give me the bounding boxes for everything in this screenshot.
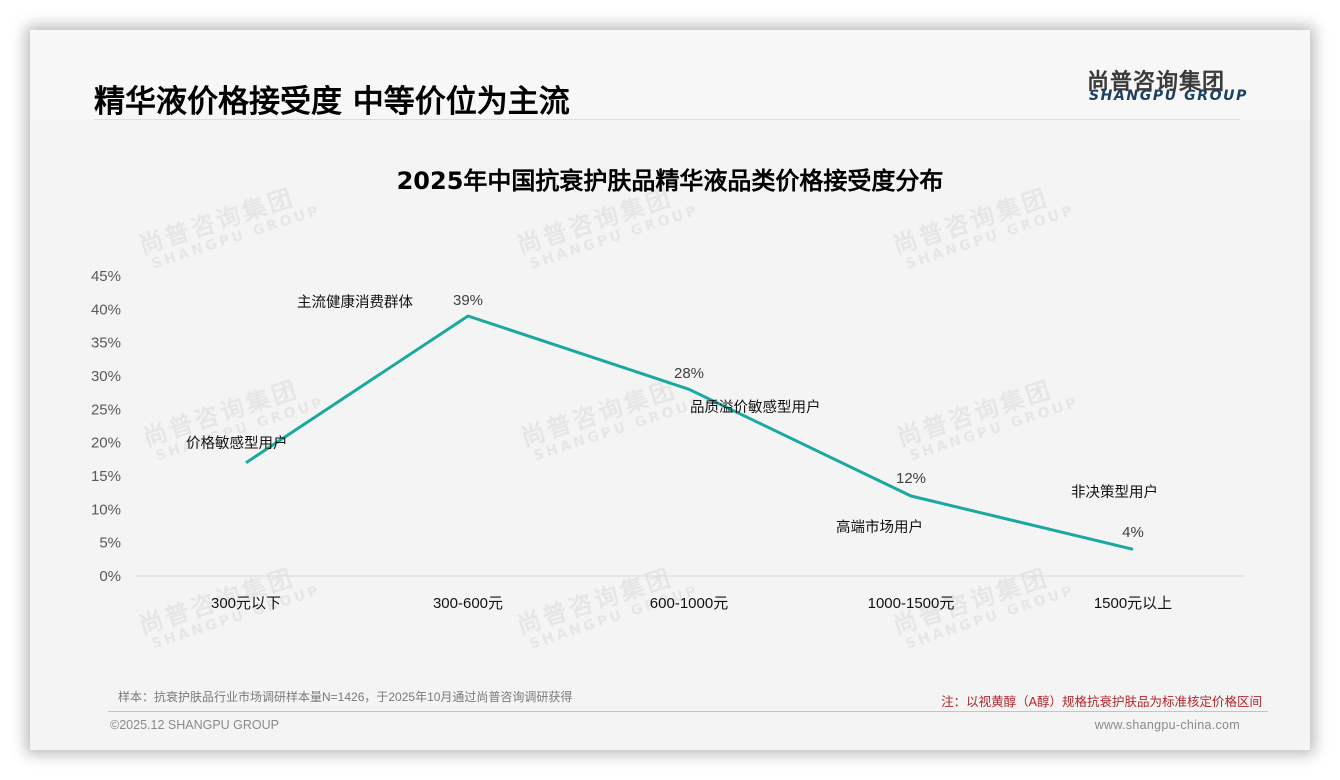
data-label: 4% bbox=[1122, 524, 1144, 541]
segment-annotation: 主流健康消费群体 bbox=[297, 294, 413, 311]
x-tick-label: 1500元以上 bbox=[1094, 595, 1172, 612]
logo-en: SHANGPU GROUP bbox=[1089, 88, 1248, 104]
x-tick-label: 600-1000元 bbox=[650, 595, 728, 612]
annotation-note: 注：以视黄醇（A醇）规格抗衰护肤品为标准核定价格区间 bbox=[941, 695, 1262, 709]
segment-annotation: 价格敏感型用户 bbox=[186, 435, 288, 452]
page-title: 精华液价格接受度 中等价位为主流 bbox=[94, 84, 570, 120]
header-divider bbox=[94, 119, 1240, 120]
data-label: 12% bbox=[896, 470, 926, 487]
chart-title: 2025年中国抗衰护肤品精华液品类价格接受度分布 bbox=[396, 167, 944, 195]
segment-annotation: 高端市场用户 bbox=[836, 519, 923, 536]
sample-note: 样本：抗衰护肤品行业市场调研样本量N=1426，于2025年10月通过尚普咨询调… bbox=[118, 690, 573, 704]
y-tick-label: 0% bbox=[99, 568, 121, 585]
y-tick-label: 40% bbox=[91, 301, 121, 318]
y-tick-label: 10% bbox=[91, 501, 121, 518]
data-label: 28% bbox=[674, 365, 704, 382]
segment-annotation: 品质溢价敏感型用户 bbox=[690, 399, 821, 416]
copyright: ©2025.12 SHANGPU GROUP bbox=[110, 718, 279, 732]
line-chart: 0% 5% 10% 15% 20% 25% 30% 35% 40% 45% 300元以下 300-60… bbox=[91, 268, 1245, 612]
y-tick-label: 35% bbox=[91, 335, 121, 352]
x-tick-label: 300-600元 bbox=[433, 595, 503, 612]
x-tick-label: 300元以下 bbox=[211, 595, 281, 612]
segment-annotation: 非决策型用户 bbox=[1071, 484, 1158, 501]
y-tick-label: 45% bbox=[91, 268, 121, 285]
y-tick-label: 15% bbox=[91, 468, 121, 485]
y-tick-label: 20% bbox=[91, 435, 121, 452]
slide: 精华液价格接受度 中等价位为主流 尚普咨询集团 SHANGPU GROUP 尚普… bbox=[30, 30, 1310, 750]
y-tick-label: 30% bbox=[91, 368, 121, 385]
footer-divider bbox=[108, 711, 1268, 712]
website-link[interactable]: www.shangpu-china.com bbox=[1094, 718, 1240, 732]
data-line bbox=[245, 314, 1134, 551]
y-tick-label: 25% bbox=[91, 401, 121, 418]
y-tick-label: 5% bbox=[99, 535, 121, 552]
data-label: 39% bbox=[453, 292, 483, 309]
x-tick-label: 1000-1500元 bbox=[868, 595, 955, 612]
header-band bbox=[30, 30, 1310, 120]
logo-cn: 尚普咨询集团 bbox=[1087, 70, 1226, 95]
